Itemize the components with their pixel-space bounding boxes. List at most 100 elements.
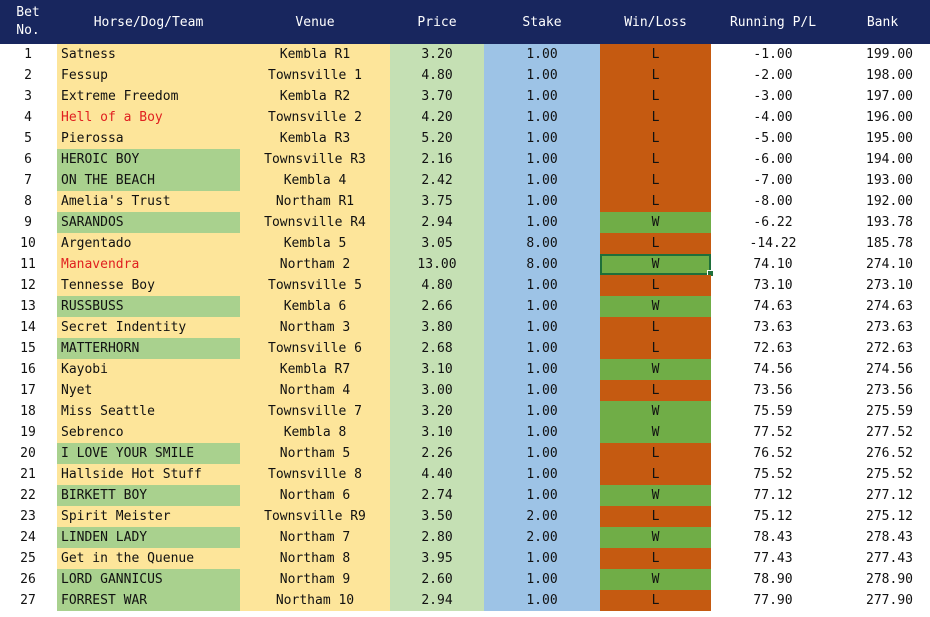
venue-cell[interactable]: Northam 6	[279, 488, 351, 503]
win-loss-cell[interactable]: W	[600, 401, 711, 422]
price-cell[interactable]: 3.05	[390, 233, 484, 254]
horse-name-cell[interactable]: Kayobi	[57, 359, 240, 380]
horse-name-cell[interactable]: RUSSBUSS	[57, 296, 240, 317]
price-cell[interactable]: 2.68	[390, 338, 484, 359]
horse-name-cell[interactable]: Secret Indentity	[57, 317, 240, 338]
price-cell[interactable]: 3.75	[390, 191, 484, 212]
stake-cell[interactable]: 1.00	[484, 380, 600, 401]
bet-number-cell[interactable]: 22	[20, 488, 36, 503]
venue-cell[interactable]: Townsville 5	[268, 278, 362, 293]
price-cell[interactable]: 2.42	[390, 170, 484, 191]
venue-cell[interactable]: Townsville 8	[268, 467, 362, 482]
running-pl-cell[interactable]: 77.90	[753, 593, 793, 608]
venue-cell[interactable]: Northam 7	[279, 530, 351, 545]
venue-cell[interactable]: Townsville 6	[268, 341, 362, 356]
bet-number-cell[interactable]: 15	[20, 341, 36, 356]
bank-cell[interactable]: 195.00	[866, 131, 913, 146]
running-pl-cell[interactable]: -3.00	[753, 89, 793, 104]
header-running-pl[interactable]: Running P/L	[729, 14, 817, 30]
stake-cell[interactable]: 2.00	[484, 506, 600, 527]
horse-name-cell[interactable]: ON THE BEACH	[57, 170, 240, 191]
price-cell[interactable]: 2.16	[390, 149, 484, 170]
bank-cell[interactable]: 277.43	[866, 551, 913, 566]
horse-name-cell[interactable]: Spirit Meister	[57, 506, 240, 527]
bet-number-cell[interactable]: 7	[24, 173, 32, 188]
stake-cell[interactable]: 1.00	[484, 464, 600, 485]
price-cell[interactable]: 3.20	[390, 401, 484, 422]
bet-number-cell[interactable]: 18	[20, 404, 36, 419]
running-pl-cell[interactable]: -14.22	[749, 236, 797, 251]
venue-cell[interactable]: Kembla 8	[283, 425, 347, 440]
bank-cell[interactable]: 193.78	[866, 215, 913, 230]
header-bet-no[interactable]: Bet No.	[0, 0, 56, 44]
running-pl-cell[interactable]: 77.43	[753, 551, 793, 566]
venue-cell[interactable]: Northam 9	[279, 572, 351, 587]
running-pl-cell[interactable]: 78.90	[753, 572, 793, 587]
price-cell[interactable]: 2.66	[390, 296, 484, 317]
bank-cell[interactable]: 272.63	[866, 341, 913, 356]
bank-cell[interactable]: 193.00	[866, 173, 913, 188]
horse-name-cell[interactable]: SARANDOS	[57, 212, 240, 233]
running-pl-cell[interactable]: -2.00	[753, 68, 793, 83]
price-cell[interactable]: 4.80	[390, 275, 484, 296]
venue-cell[interactable]: Kembla R2	[279, 89, 351, 104]
stake-cell[interactable]: 1.00	[484, 170, 600, 191]
horse-name-cell[interactable]: MATTERHORN	[57, 338, 240, 359]
price-cell[interactable]: 3.70	[390, 86, 484, 107]
running-pl-cell[interactable]: 78.43	[753, 530, 793, 545]
bet-number-cell[interactable]: 13	[20, 299, 36, 314]
horse-name-cell[interactable]: Hell of a Boy	[57, 107, 240, 128]
bet-number-cell[interactable]: 17	[20, 383, 36, 398]
bank-cell[interactable]: 273.63	[866, 320, 913, 335]
header-bank[interactable]: Bank	[866, 14, 899, 30]
stake-cell[interactable]: 1.00	[484, 191, 600, 212]
running-pl-cell[interactable]: -6.22	[753, 215, 793, 230]
venue-cell[interactable]: Northam 10	[275, 593, 355, 608]
venue-cell[interactable]: Townsville 7	[268, 404, 362, 419]
win-loss-cell[interactable]: W	[600, 485, 711, 506]
bank-cell[interactable]: 185.78	[866, 236, 913, 251]
stake-cell[interactable]: 1.00	[484, 149, 600, 170]
venue-cell[interactable]: Kembla 4	[283, 173, 347, 188]
horse-name-cell[interactable]: Hallside Hot Stuff	[57, 464, 240, 485]
venue-cell[interactable]: Northam 3	[279, 320, 351, 335]
win-loss-cell[interactable]: L	[600, 464, 711, 485]
price-cell[interactable]: 4.20	[390, 107, 484, 128]
bank-cell[interactable]: 274.63	[866, 299, 913, 314]
price-cell[interactable]: 4.40	[390, 464, 484, 485]
win-loss-cell[interactable]: L	[600, 590, 711, 611]
bank-cell[interactable]: 197.00	[866, 89, 913, 104]
bank-cell[interactable]: 276.52	[866, 446, 913, 461]
stake-cell[interactable]: 8.00	[484, 233, 600, 254]
bank-cell[interactable]: 275.59	[866, 404, 913, 419]
stake-cell[interactable]: 8.00	[484, 254, 600, 275]
header-price[interactable]: Price	[417, 14, 457, 30]
win-loss-cell[interactable]: W	[600, 212, 711, 233]
stake-cell[interactable]: 1.00	[484, 65, 600, 86]
stake-cell[interactable]: 1.00	[484, 212, 600, 233]
horse-name-cell[interactable]: BIRKETT BOY	[57, 485, 240, 506]
bet-number-cell[interactable]: 14	[20, 320, 36, 335]
price-cell[interactable]: 3.10	[390, 422, 484, 443]
stake-cell[interactable]: 1.00	[484, 422, 600, 443]
running-pl-cell[interactable]: -6.00	[753, 152, 793, 167]
bank-cell[interactable]: 273.10	[866, 278, 913, 293]
running-pl-cell[interactable]: 74.10	[753, 257, 793, 272]
bank-cell[interactable]: 278.43	[866, 530, 913, 545]
win-loss-cell[interactable]: L	[600, 275, 711, 296]
running-pl-cell[interactable]: 77.12	[753, 488, 793, 503]
stake-cell[interactable]: 1.00	[484, 107, 600, 128]
header-stake[interactable]: Stake	[522, 14, 562, 30]
price-cell[interactable]: 2.26	[390, 443, 484, 464]
win-loss-cell[interactable]: L	[600, 506, 711, 527]
win-loss-cell[interactable]: W	[600, 569, 711, 590]
bet-number-cell[interactable]: 6	[24, 152, 32, 167]
win-loss-cell[interactable]: W	[600, 359, 711, 380]
running-pl-cell[interactable]: 76.52	[753, 446, 793, 461]
bet-number-cell[interactable]: 4	[24, 110, 32, 125]
horse-name-cell[interactable]: Tennesse Boy	[57, 275, 240, 296]
venue-cell[interactable]: Townsville R4	[264, 215, 366, 230]
bank-cell[interactable]: 274.56	[866, 362, 913, 377]
running-pl-cell[interactable]: -4.00	[753, 110, 793, 125]
price-cell[interactable]: 4.80	[390, 65, 484, 86]
